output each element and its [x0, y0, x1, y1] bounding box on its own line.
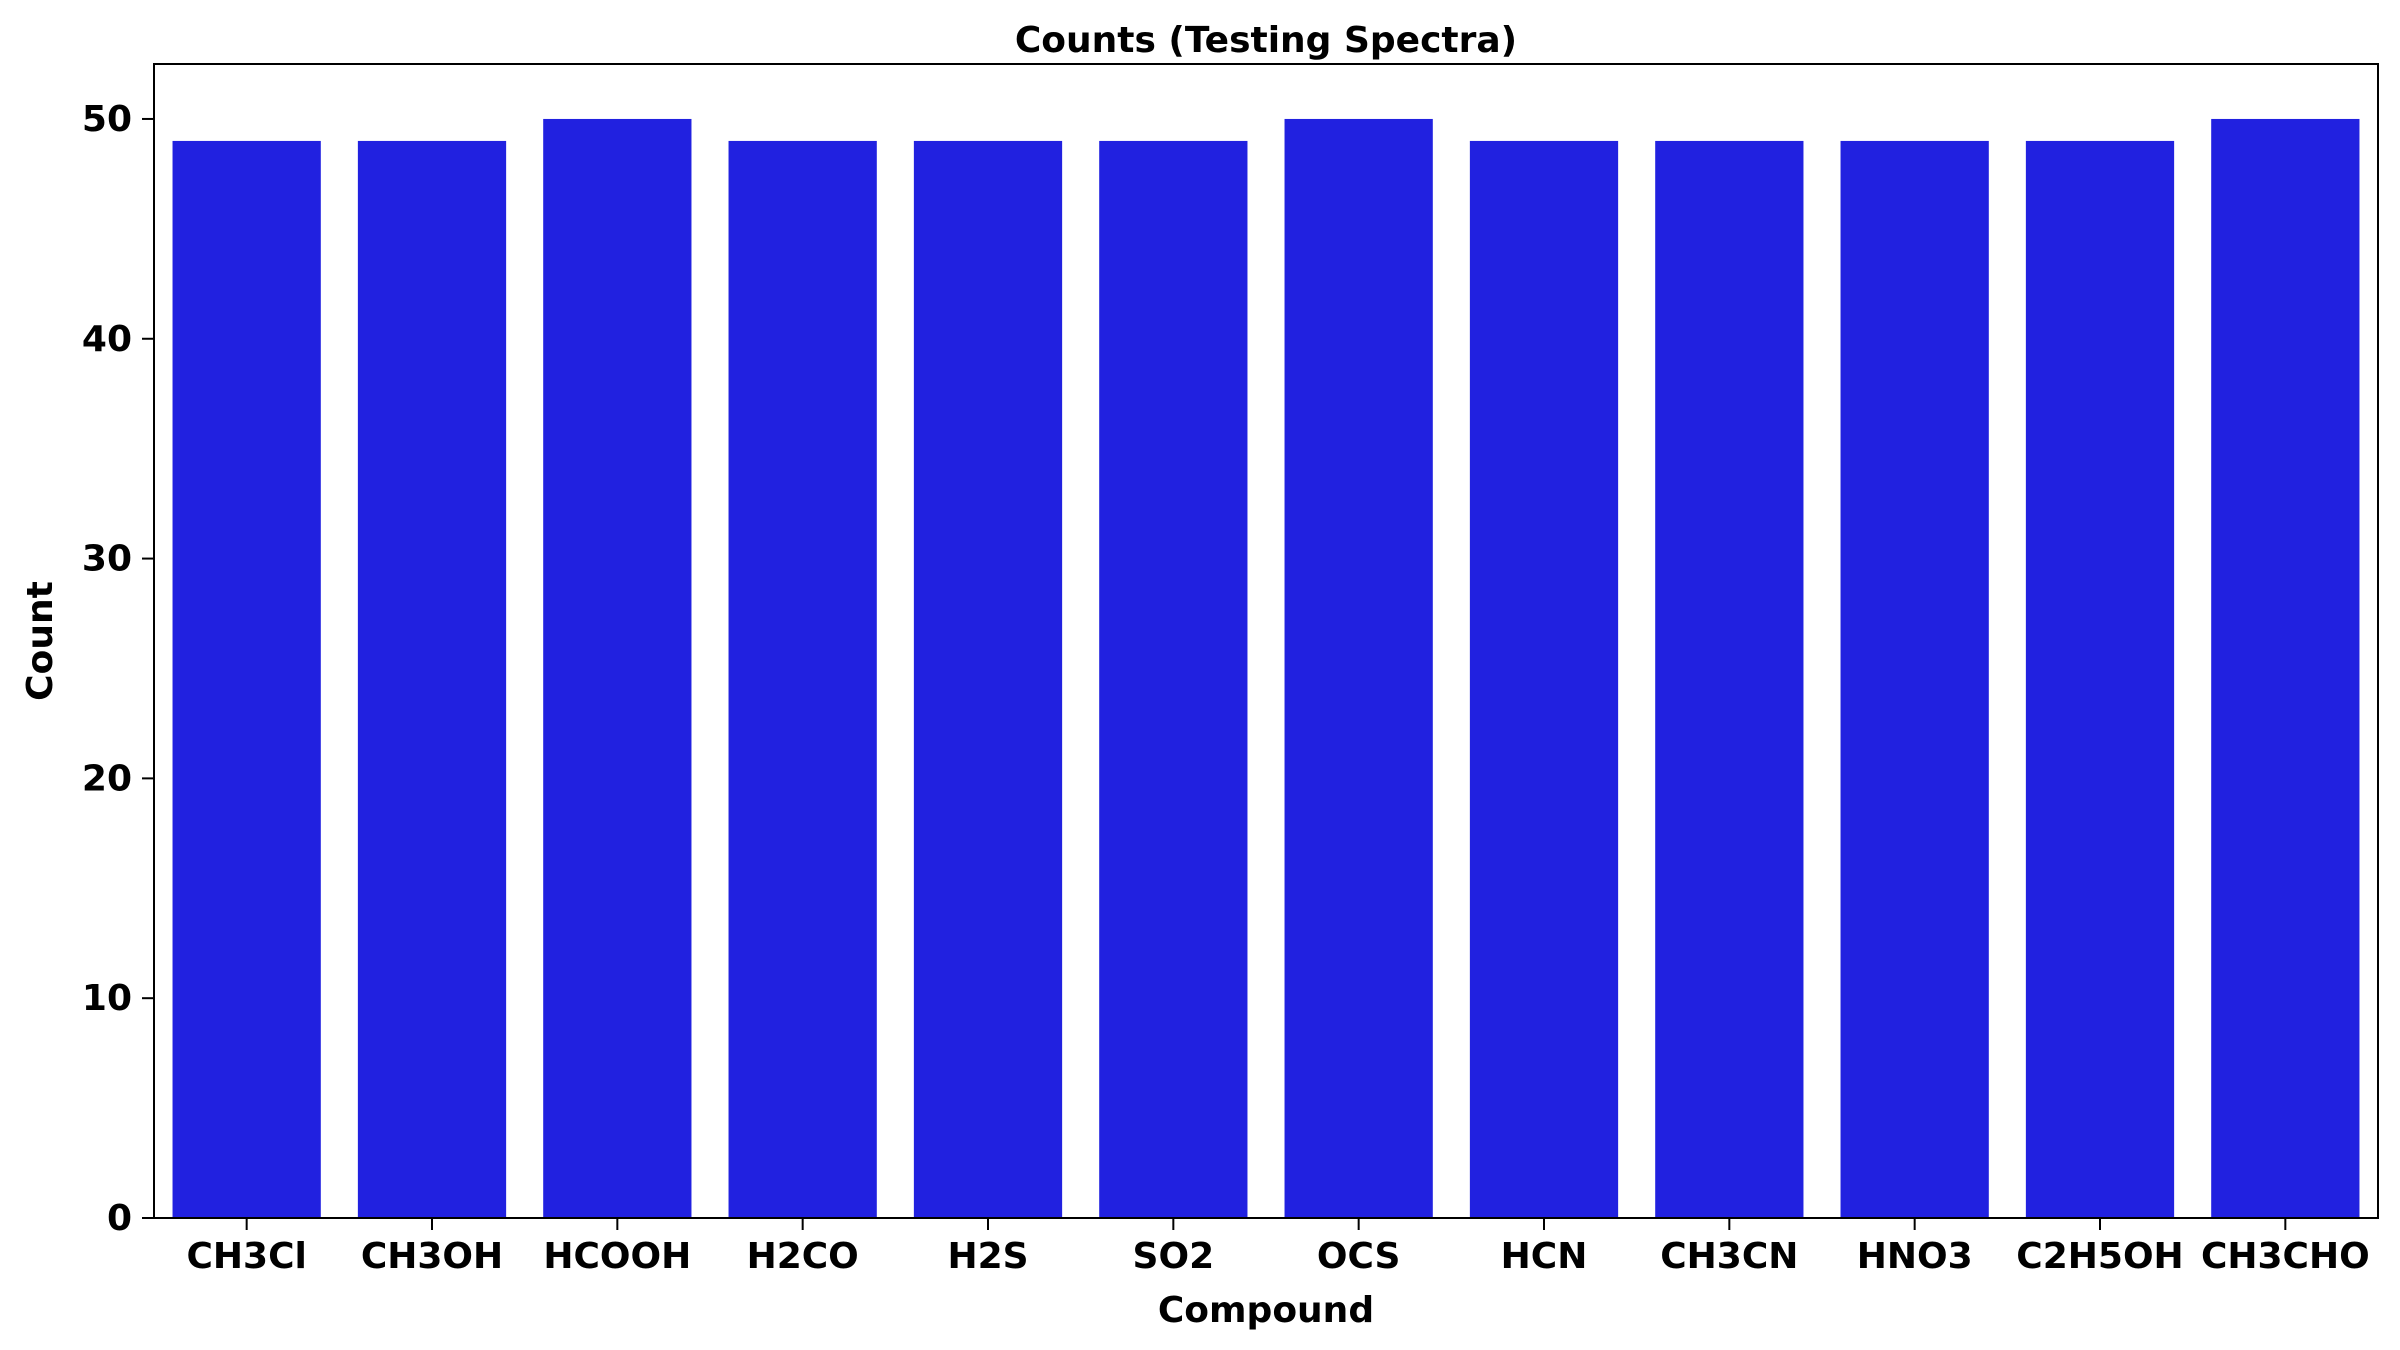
bar-c2h5oh [2025, 140, 2175, 1218]
x-tick-label: HNO3 [1857, 1236, 1973, 1277]
x-tick-label: C2H5OH [2016, 1236, 2183, 1277]
bar-so2 [1099, 140, 1248, 1218]
y-tick-label: 50 [82, 99, 132, 140]
bar-h2s [913, 140, 1063, 1218]
x-axis-label: Compound [1158, 1290, 1374, 1331]
x-tick-label: H2CO [747, 1236, 859, 1277]
y-tick-label: 20 [82, 758, 132, 799]
x-tick-label: HCN [1501, 1236, 1588, 1277]
x-tick-label: CH3CHO [2201, 1236, 2370, 1277]
bar-h2co [728, 140, 877, 1218]
x-tick-label: CH3CN [1660, 1236, 1798, 1277]
y-tick-label: 40 [82, 319, 132, 360]
y-tick-label: 0 [107, 1198, 132, 1239]
bar-ch3cl [172, 140, 321, 1218]
x-tick-label: CH3OH [361, 1236, 503, 1277]
plot-frame [153, 63, 2379, 1219]
x-tick-label: OCS [1317, 1236, 1401, 1277]
bar-hcn [1469, 140, 1619, 1218]
y-axis-ticks: 0 10 20 30 40 50 [82, 99, 154, 1239]
chart-title: Counts (Testing Spectra) [1015, 20, 1517, 61]
y-axis-label: Count [20, 581, 61, 701]
y-tick-label: 10 [82, 978, 132, 1019]
y-tick-label: 30 [82, 539, 132, 580]
x-tick-label: HCOOH [543, 1236, 691, 1277]
bars-group [172, 118, 2360, 1218]
x-axis-ticks: CH3Cl CH3OH HCOOH H2CO H2S SO2 OCS HCN CH3CN HNO3… [186, 1218, 2370, 1277]
bar-hcooh [543, 118, 692, 1218]
bar-ch3cho [2211, 118, 2360, 1218]
bar-ch3oh [357, 140, 507, 1218]
x-tick-label: SO2 [1133, 1236, 1215, 1277]
x-tick-label: CH3Cl [186, 1236, 306, 1277]
bar-ocs [1284, 118, 1433, 1218]
bar-hno3 [1840, 140, 1989, 1218]
x-tick-label: H2S [947, 1236, 1028, 1277]
bar-ch3cn [1655, 140, 1804, 1218]
